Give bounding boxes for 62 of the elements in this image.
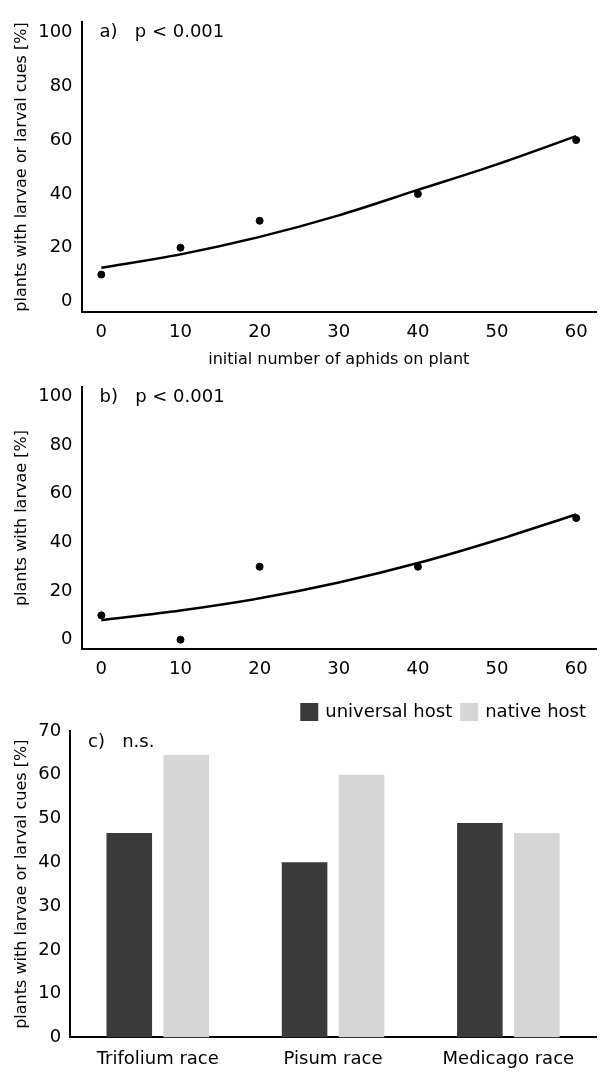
- y-tick-label: 10: [38, 981, 62, 1003]
- x-tick-label: Pisum race: [283, 1046, 383, 1068]
- y-tick-label: 0: [49, 1025, 62, 1047]
- y-tick-label: 60: [49, 127, 73, 149]
- y-tick-label: 40: [38, 849, 62, 871]
- legend-label: native host: [485, 699, 587, 721]
- bar: [106, 832, 153, 1038]
- y-axis-title: plants with larvae [%]: [10, 430, 30, 607]
- x-tick-label: 10: [169, 656, 192, 678]
- x-tick-label: 60: [564, 319, 588, 341]
- y-tick-label: 70: [38, 718, 62, 740]
- x-tick-label: 0: [95, 319, 108, 341]
- point: [176, 243, 185, 252]
- point: [572, 514, 581, 523]
- y-tick-label: 0: [61, 289, 73, 311]
- point: [97, 611, 106, 620]
- y-tick-label: 30: [38, 893, 62, 915]
- x-tick-label: 30: [327, 319, 351, 341]
- point: [413, 562, 422, 571]
- y-tick-label: 100: [38, 384, 73, 406]
- y-tick-label: 20: [49, 578, 73, 600]
- point: [97, 270, 106, 279]
- y-tick-label: 60: [49, 481, 73, 503]
- y-tick-label: 80: [49, 432, 73, 454]
- y-tick-label: 40: [49, 181, 73, 203]
- x-tick-label: 20: [248, 319, 272, 341]
- y-tick-label: 20: [38, 937, 62, 959]
- x-tick-label: Trifolium race: [95, 1046, 219, 1068]
- bar: [163, 755, 210, 1038]
- point: [255, 216, 264, 225]
- y-tick-label: 40: [49, 530, 73, 552]
- x-tick-label: Medicago race: [442, 1046, 575, 1068]
- y-tick-label: 20: [49, 235, 73, 257]
- bar: [338, 774, 385, 1038]
- point: [176, 635, 185, 644]
- x-tick-label: 30: [327, 656, 351, 678]
- y-tick-label: 80: [49, 74, 73, 96]
- x-tick-label: 40: [406, 656, 430, 678]
- y-tick-label: 60: [38, 762, 62, 784]
- legend-label: universal host: [325, 699, 453, 721]
- point: [572, 136, 581, 145]
- x-tick-label: 50: [485, 319, 509, 341]
- y-axis-title: plants with larvae or larval cues [%]: [10, 739, 30, 1029]
- x-tick-label: 50: [485, 656, 509, 678]
- bar: [457, 822, 503, 1038]
- annotation: c) n.s.: [88, 729, 155, 751]
- y-tick-label: 100: [38, 20, 73, 42]
- point: [255, 562, 264, 571]
- x-tick-label: 0: [95, 656, 108, 678]
- annotation: a) p < 0.001: [99, 20, 225, 42]
- x-tick-label: 10: [169, 319, 192, 341]
- y-tick-label: 0: [61, 627, 73, 649]
- x-axis-title: initial number of aphids on plant: [208, 348, 470, 368]
- y-tick-label: 50: [38, 806, 62, 828]
- y-axis-title: plants with larvae or larval cues [%]: [10, 22, 30, 312]
- x-tick-label: 20: [248, 656, 272, 678]
- x-tick-label: 40: [406, 319, 430, 341]
- point: [413, 189, 422, 198]
- x-tick-label: 60: [564, 656, 588, 678]
- annotation: b) p < 0.001: [99, 385, 225, 407]
- bar: [514, 832, 560, 1038]
- bar: [281, 862, 328, 1038]
